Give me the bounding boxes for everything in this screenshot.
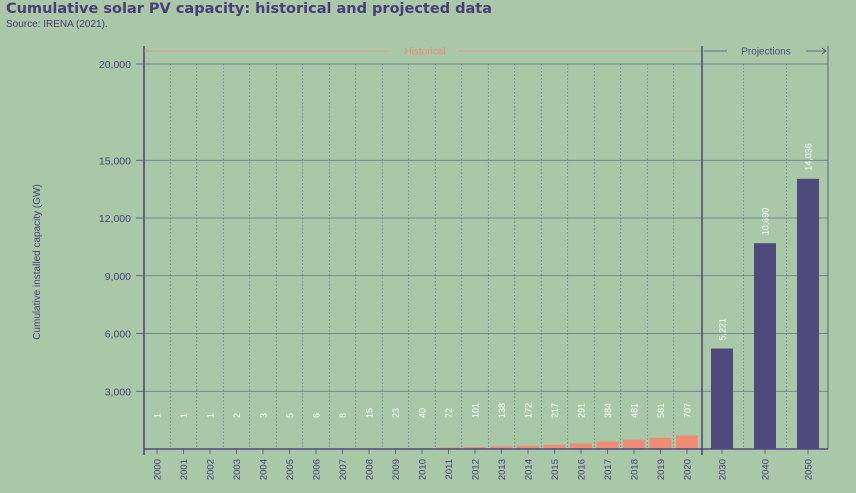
x-tick-label-2008: 2008 [365,459,376,480]
bar-2013 [490,446,513,449]
x-tick-label-2004: 2004 [259,459,270,480]
bar-2017 [596,441,619,449]
x-tick-label-2011: 2011 [444,459,455,479]
data-label-2030: 5,221 [718,318,728,341]
data-label-2000: 1 [153,413,163,418]
x-tick-label-2015: 2015 [550,459,561,480]
data-label-2011: 72 [444,408,454,418]
x-tick-label-2020: 2020 [683,459,694,480]
bar-2015 [543,444,566,449]
x-tick-label-2007: 2007 [338,459,349,480]
bar-2020 [676,435,698,449]
x-tick-label-2003: 2003 [232,459,243,480]
bar-2040 [754,243,776,449]
data-label-2018: 481 [630,403,640,418]
bar-2030 [711,348,733,449]
x-tick-label-2016: 2016 [577,459,588,480]
x-tick-label-2017: 2017 [603,459,614,480]
x-tick-label-2002: 2002 [206,459,217,480]
data-label-2008: 15 [365,408,375,418]
bar-2012 [464,447,486,449]
x-tick-label-2000: 2000 [153,459,164,480]
historical-section-label: Historical [404,47,445,58]
data-label-2007: 8 [338,413,348,418]
x-tick-label-2014: 2014 [524,459,535,480]
x-tick-label-2050: 2050 [804,459,815,480]
data-label-2001: 1 [179,413,189,418]
bar-2019 [649,437,672,449]
y-tick-label: 12,000 [99,213,131,225]
x-tick-label-2013: 2013 [497,459,508,480]
y-tick-label: 9,000 [105,271,131,283]
data-label-2040: 10,690 [761,208,771,236]
data-label-2004: 3 [259,413,269,418]
data-label-2014: 172 [524,403,534,418]
data-label-2017: 384 [603,403,613,418]
x-tick-label-2018: 2018 [630,459,641,480]
data-label-2050: 14,036 [804,143,814,171]
data-label-2015: 217 [550,403,560,418]
x-tick-label-2005: 2005 [285,459,296,480]
projections-bracket-right [806,47,827,55]
x-tick-label-2030: 2030 [718,459,729,480]
data-label-2006: 6 [312,413,322,418]
x-tick-label-2019: 2019 [656,459,667,480]
x-tick-label-2006: 2006 [312,459,323,480]
data-label-2020: 707 [683,403,693,418]
chart-title: Cumulative solar PV capacity: historical… [6,1,493,17]
y-tick-label: 20,000 [99,59,131,71]
data-label-2019: 581 [656,403,666,418]
y-tick-label: 15,000 [99,155,131,167]
x-tick-label-2010: 2010 [418,459,429,480]
data-label-2009: 23 [391,408,401,418]
data-label-2003: 2 [232,413,242,418]
y-axis-title: Cumulative installed capacity (GW) [32,184,43,340]
x-tick-label-2001: 2001 [179,459,190,480]
x-tick-label-2009: 2009 [391,459,402,480]
data-label-2002: 1 [206,413,216,418]
bar-2016 [570,443,592,449]
data-label-2010: 40 [418,408,428,418]
bar-2014 [517,445,539,449]
data-label-2013: 138 [497,403,507,418]
x-tick-label-2040: 2040 [761,459,772,480]
chart-source: Source: IRENA (2021). [6,19,108,30]
projections-section-label: Projections [741,47,790,58]
bar-2050 [797,178,819,449]
y-tick-label: 6,000 [105,329,131,341]
data-label-2012: 101 [471,403,481,418]
data-label-2016: 291 [577,403,587,418]
y-tick-label: 3,000 [105,386,131,398]
bar-2018 [623,439,645,449]
data-label-2005: 5 [285,413,295,418]
x-tick-label-2012: 2012 [471,459,482,480]
